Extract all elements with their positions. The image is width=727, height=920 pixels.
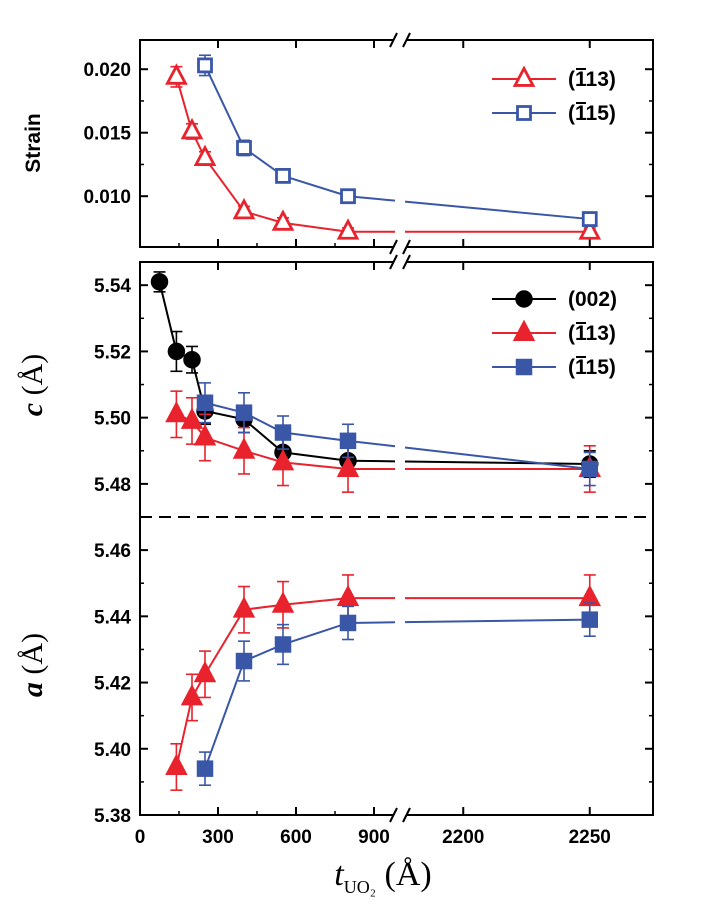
axis-break-mark: [389, 32, 398, 48]
c-ytick-label: 5.54: [94, 276, 131, 297]
c-ytick-label: 5.50: [94, 409, 131, 430]
a-ytick-label: 5.40: [94, 740, 131, 761]
a-115-square-point: [274, 636, 292, 653]
xtick-label: 300: [202, 827, 234, 848]
c-113-triangle-point: [180, 407, 204, 429]
xtick-label: 600: [280, 827, 312, 848]
a-115-square-line: [204, 618, 590, 769]
legend-c-113-label: (113): [568, 322, 616, 345]
a-ylabel: a (Å): [16, 633, 49, 697]
axis-break-mark: [402, 254, 411, 270]
c-115-square-point: [339, 432, 357, 450]
a-ytick-label: 5.44: [94, 607, 131, 628]
a-ytick-label: 5.42: [94, 674, 131, 695]
c-115-square-point: [235, 404, 253, 421]
legend-strain-115-label: (115): [568, 102, 616, 125]
strain-113-triangle-open-point: [180, 117, 204, 140]
strain-ytick-label: 0.015: [83, 124, 131, 145]
a-113-triangle-point: [193, 660, 217, 683]
c-113-triangle-point: [232, 437, 256, 459]
strain-115-square-open-point: [275, 167, 291, 184]
a-115-square-point: [581, 611, 598, 628]
strain-ytick-label: 0.020: [83, 60, 131, 81]
axes-frames: [139, 32, 654, 823]
legend-c-002-label: (002): [568, 288, 617, 311]
legend-strain-113-label: (113): [568, 68, 616, 91]
c-115-square-point: [581, 460, 598, 478]
strain-115-square-open-point: [581, 211, 598, 227]
c-002-circle-point: [167, 342, 186, 361]
axis-break-mark: [389, 254, 398, 270]
legend-strain-115-marker: [516, 105, 532, 121]
strain-113-triangle-open-point: [165, 63, 188, 85]
strain-ylabel: Strain: [22, 113, 45, 173]
strain-115-square-open-point: [340, 188, 356, 205]
legend-c-115-marker: [515, 358, 533, 376]
xtick-label: 900: [358, 827, 390, 848]
strain-113-triangle-open-point: [336, 218, 360, 240]
a-115-square-point: [339, 614, 357, 632]
axis-break-mark: [402, 239, 411, 255]
text-layer: 0.010 0.015 0.020 5.48 5.50 5.52 5.54 5.38 5.40 5…: [16, 60, 617, 897]
legend-c-113-marker: [512, 319, 536, 341]
c-113-triangle-point: [193, 424, 217, 446]
a-113-triangle-point: [271, 591, 295, 613]
strain-ytick-label: 0.010: [83, 187, 131, 208]
strain-113-triangle-open-point: [193, 144, 217, 166]
c-ytick-label: 5.52: [94, 342, 131, 363]
strain-113-triangle-open-point: [271, 209, 295, 231]
a-113-triangle-point: [180, 684, 204, 706]
axis-break-mark: [402, 32, 411, 48]
strain-113-triangle-open-point: [232, 197, 256, 220]
c-002-circle-point: [183, 350, 201, 369]
strain-115-square-open-line: [204, 64, 590, 221]
c-113-triangle-point: [165, 400, 188, 423]
data-layer: [150, 54, 602, 791]
a-115-square-point: [196, 760, 214, 777]
a-113-triangle-point: [336, 584, 360, 607]
axis-break-mark: [402, 807, 411, 823]
strain-113-triangle-open-point: [578, 218, 602, 240]
xtick-label: 0: [135, 827, 146, 848]
c-ylabel: c (Å): [16, 354, 49, 416]
xtick-label: 2250: [569, 827, 611, 848]
axis-break-mark: [389, 239, 398, 255]
strain-115-square-open-point: [197, 57, 213, 74]
x-axis-label: tUO₂ (Å): [334, 856, 431, 897]
c-115-square-point: [196, 394, 214, 411]
c-113-triangle-point: [336, 455, 360, 477]
a-ytick-label: 5.46: [94, 541, 131, 562]
strain-115-square-open-point: [236, 140, 252, 156]
c-ytick-label: 5.48: [94, 475, 131, 496]
legend-strain-113-marker: [512, 65, 536, 87]
a-ytick-label: 5.38: [94, 806, 131, 827]
c-115-square-point: [274, 424, 292, 441]
a-115-square-point: [235, 652, 253, 670]
axis-break-mark: [389, 807, 398, 823]
legend-c-115-label: (115): [568, 356, 616, 379]
a-113-triangle-point: [232, 596, 256, 618]
legend-c-002-marker: [515, 290, 533, 308]
xtick-label: 2200: [442, 827, 484, 848]
c-113-triangle-point: [271, 448, 295, 471]
a-113-triangle-point: [165, 753, 188, 775]
c-002-circle-point: [150, 273, 169, 291]
